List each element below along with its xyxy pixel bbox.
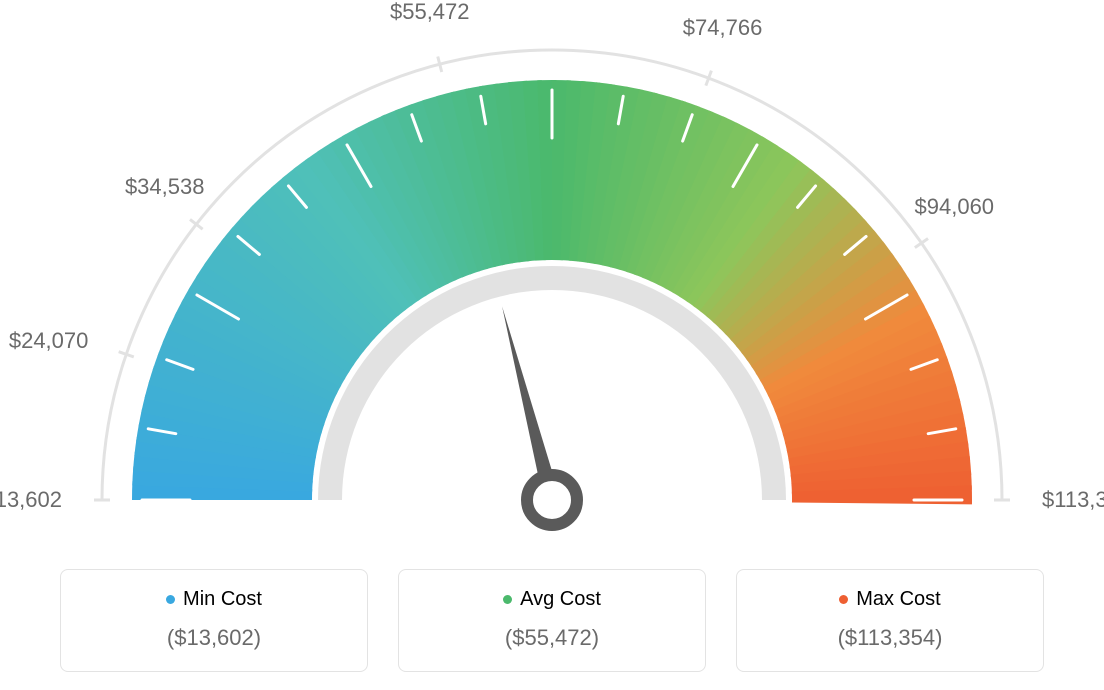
legend-card-avg: Avg Cost ($55,472)	[398, 569, 706, 672]
legend-card-min: Min Cost ($13,602)	[60, 569, 368, 672]
gauge-tick-label: $34,538	[125, 174, 205, 200]
gauge-chart-container: $13,602 $24,070 $34,538 $55,472 $74,766 $94,0…	[0, 0, 1104, 690]
gauge-tick-label: $55,472	[390, 0, 470, 25]
legend-value-avg: ($55,472)	[409, 625, 695, 651]
gauge-tick-label: $94,060	[915, 194, 995, 220]
gauge-tick-label: $113,354	[1042, 487, 1104, 513]
gauge-tick-label: $13,602	[0, 487, 62, 513]
legend-title-max: Max Cost	[747, 588, 1033, 611]
legend-value-min: ($13,602)	[71, 625, 357, 651]
legend-title-avg-text: Avg Cost	[520, 588, 601, 610]
legend-row: Min Cost ($13,602) Avg Cost ($55,472) Ma…	[0, 569, 1104, 672]
gauge-tick-label: $24,070	[9, 328, 89, 354]
legend-dot-max	[839, 595, 848, 604]
gauge-svg	[0, 0, 1104, 540]
gauge-area: $13,602 $24,070 $34,538 $55,472 $74,766 $94,0…	[0, 0, 1104, 540]
legend-title-avg: Avg Cost	[409, 588, 695, 611]
legend-dot-min	[166, 595, 175, 604]
legend-card-max: Max Cost ($113,354)	[736, 569, 1044, 672]
legend-title-min-text: Min Cost	[183, 588, 262, 610]
gauge-tick-label: $74,766	[683, 15, 763, 41]
legend-title-min: Min Cost	[71, 588, 357, 611]
legend-dot-avg	[503, 595, 512, 604]
legend-title-max-text: Max Cost	[856, 588, 940, 610]
legend-value-max: ($113,354)	[747, 625, 1033, 651]
